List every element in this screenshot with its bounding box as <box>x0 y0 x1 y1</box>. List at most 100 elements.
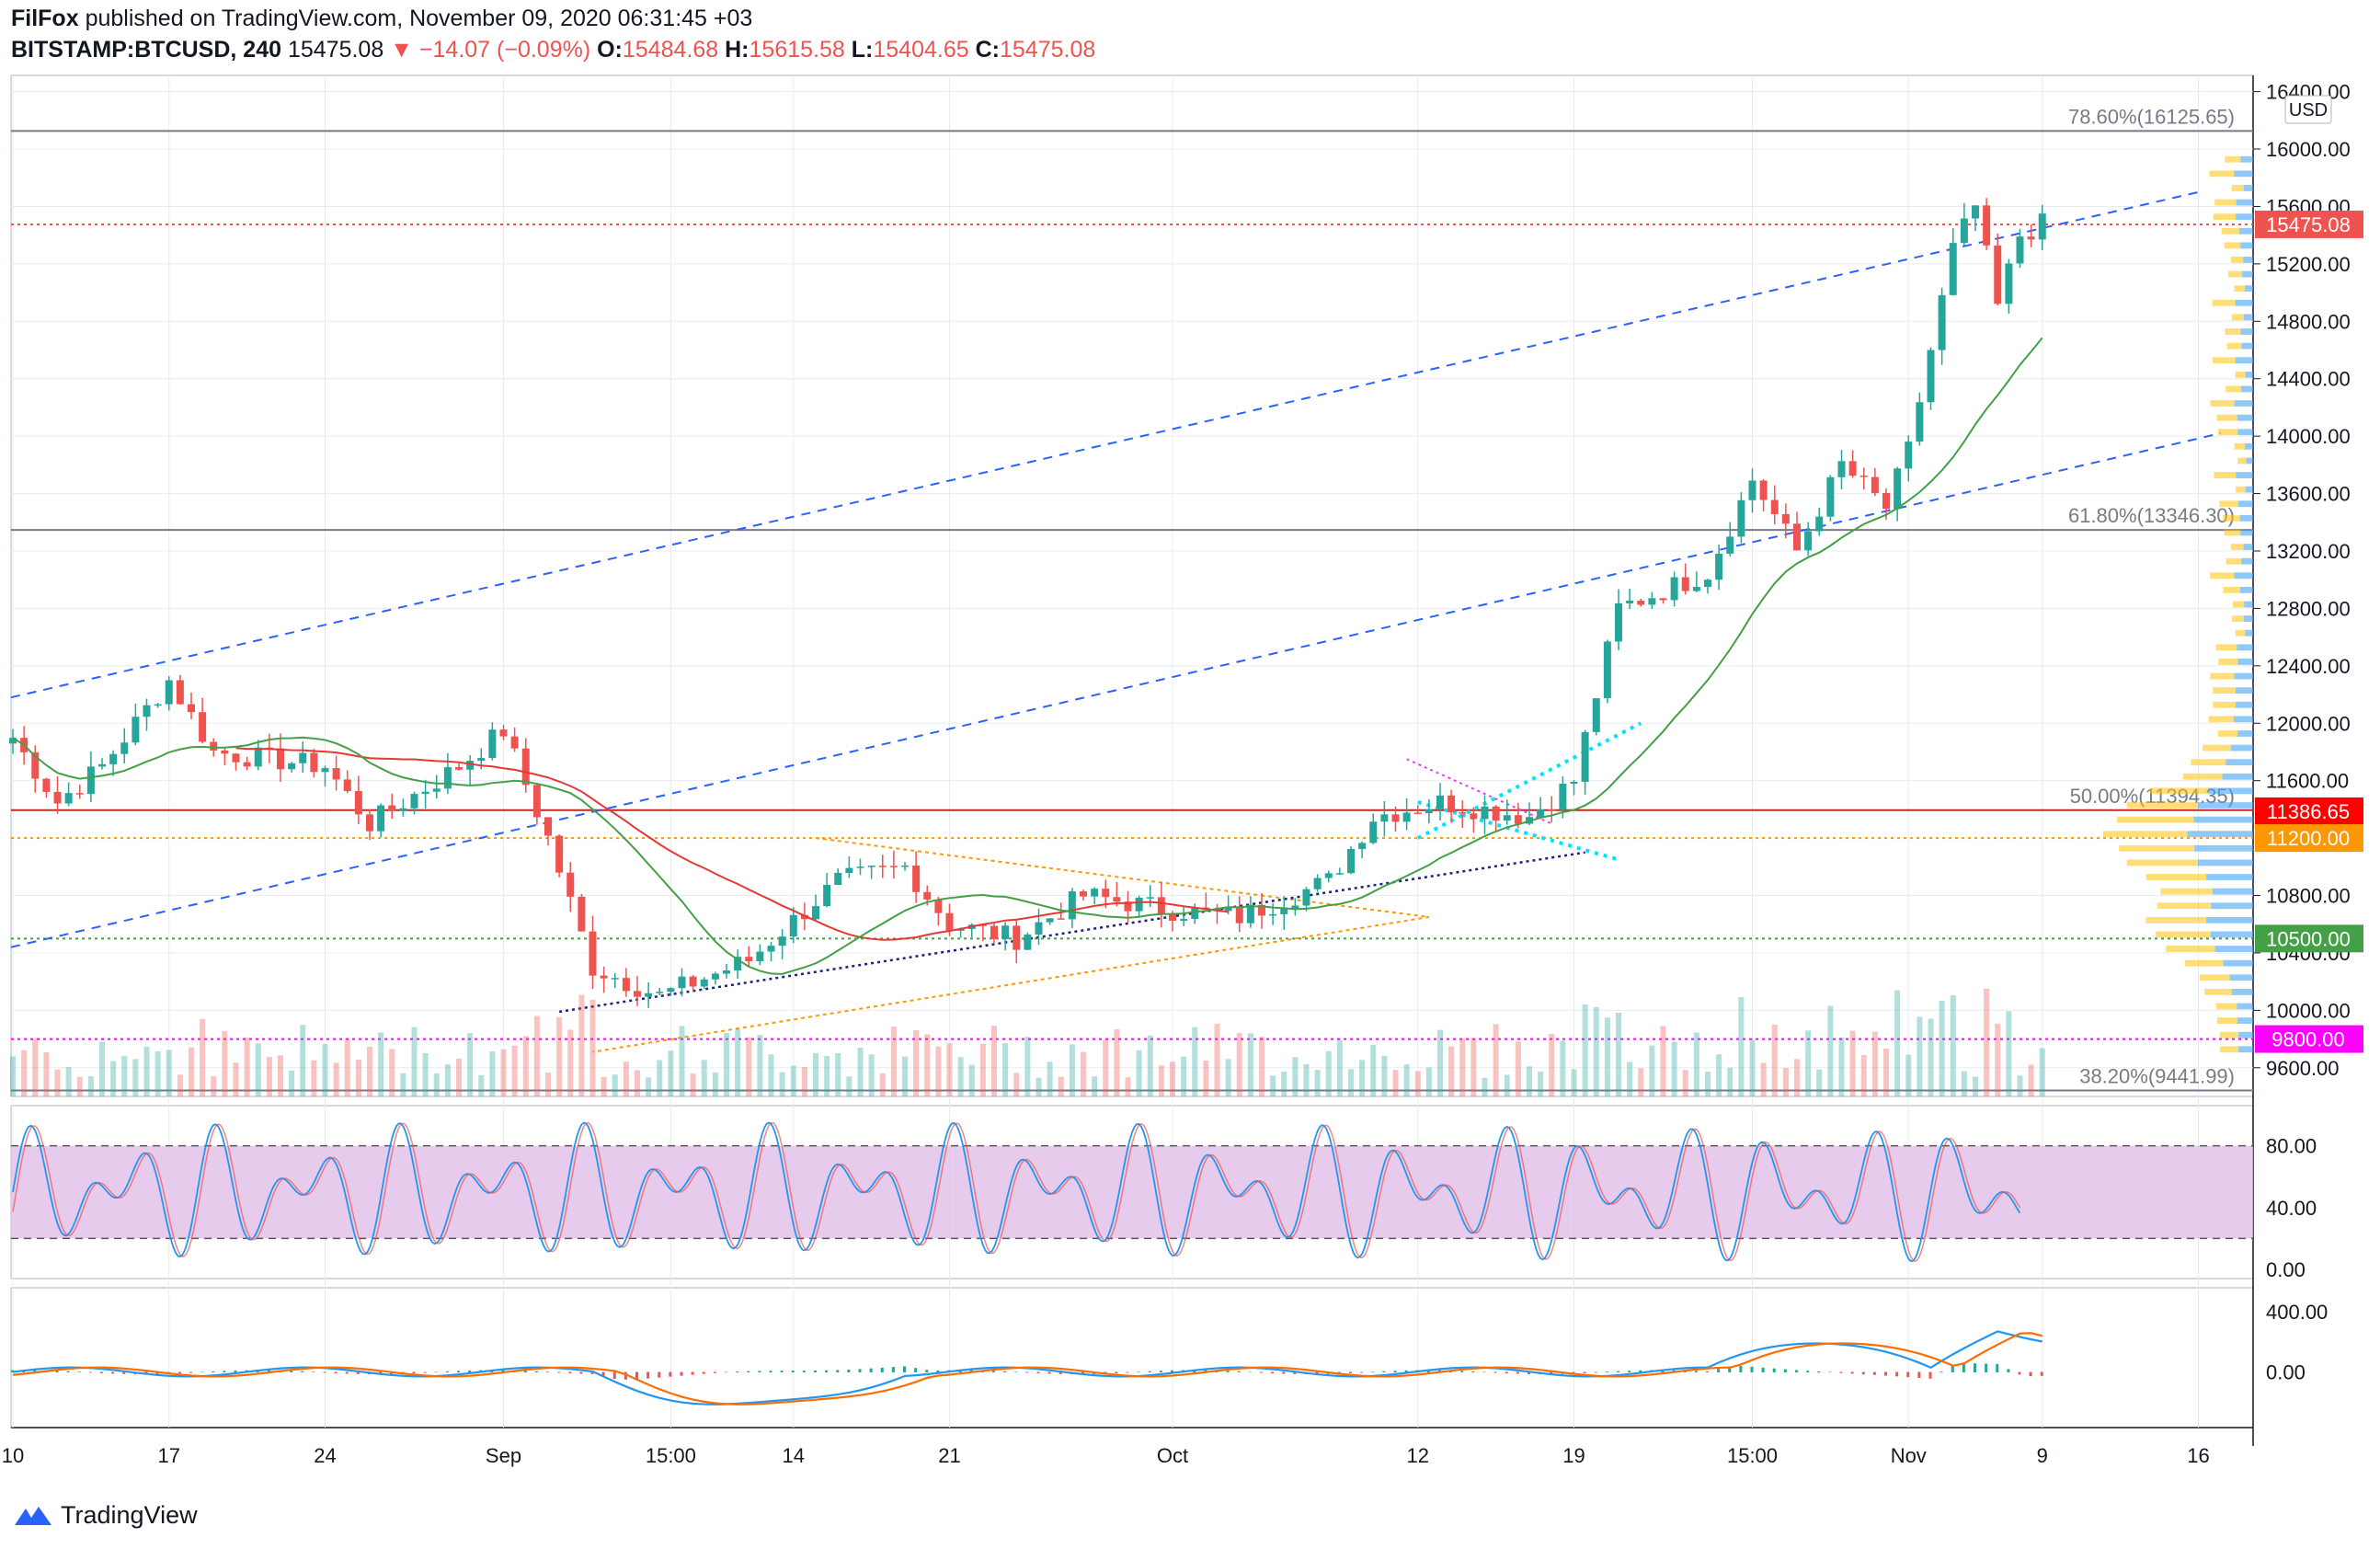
candle-body[interactable] <box>789 914 797 937</box>
channel-lower-line[interactable] <box>10 432 2221 948</box>
stochastic-d-line[interactable] <box>12 1121 2021 1263</box>
candle-body[interactable] <box>1994 245 2002 304</box>
moving-average-red[interactable] <box>235 747 1229 941</box>
candle-body[interactable] <box>343 779 351 791</box>
candle-body[interactable] <box>432 788 441 792</box>
candle-body[interactable] <box>990 925 998 939</box>
candle-body[interactable] <box>600 975 608 979</box>
candle-body[interactable] <box>1091 889 1099 897</box>
flag-lower-line[interactable] <box>1417 800 1619 862</box>
price-label-box[interactable] <box>2255 824 2363 853</box>
candle-body[interactable] <box>1748 480 1756 500</box>
candle-body[interactable] <box>132 717 140 743</box>
candle-body[interactable] <box>75 793 84 795</box>
candle-body[interactable] <box>1781 513 1790 524</box>
candle-body[interactable] <box>521 748 530 786</box>
candle-body[interactable] <box>1548 809 1556 811</box>
candle-body[interactable] <box>1302 889 1310 906</box>
candle-body[interactable] <box>1436 795 1444 809</box>
candle-body[interactable] <box>856 866 864 868</box>
candle-body[interactable] <box>199 712 207 742</box>
candle-body[interactable] <box>1848 461 1857 476</box>
candle-body[interactable] <box>745 957 753 961</box>
candle-body[interactable] <box>1570 781 1578 785</box>
candle-body[interactable] <box>109 753 118 764</box>
candle-body[interactable] <box>321 768 329 773</box>
candle-body[interactable] <box>176 680 184 705</box>
tradingview-logo[interactable]: TradingView <box>13 1501 198 1530</box>
candle-body[interactable] <box>778 936 786 947</box>
candle-body[interactable] <box>354 790 362 815</box>
candle-body[interactable] <box>1770 499 1779 514</box>
candle-body[interactable] <box>1001 925 1010 939</box>
candle-body[interactable] <box>488 729 497 759</box>
candle-body[interactable] <box>1927 350 1935 403</box>
candle-body[interactable] <box>1615 602 1622 642</box>
candle-body[interactable] <box>1291 905 1299 909</box>
candle-body[interactable] <box>532 785 541 818</box>
price-pane[interactable] <box>10 75 2254 1097</box>
candle-body[interactable] <box>867 866 875 867</box>
candle-body[interactable] <box>1759 480 1768 500</box>
candle-body[interactable] <box>845 867 853 873</box>
candle-body[interactable] <box>64 793 73 804</box>
candle-body[interactable] <box>1470 813 1478 820</box>
candle-body[interactable] <box>221 750 229 754</box>
channel-upper-line[interactable] <box>10 190 2199 699</box>
candle-body[interactable] <box>611 978 619 980</box>
candle-body[interactable] <box>410 794 418 809</box>
candle-body[interactable] <box>154 704 162 706</box>
candle-body[interactable] <box>2005 263 2013 304</box>
candle-body[interactable] <box>1715 553 1723 580</box>
candle-body[interactable] <box>1815 516 1824 532</box>
candle-body[interactable] <box>1882 493 1890 510</box>
candle-body[interactable] <box>188 704 195 713</box>
candle-body[interactable] <box>310 752 318 773</box>
candle-body[interactable] <box>1135 897 1143 912</box>
candle-body[interactable] <box>1960 218 1968 244</box>
candle-body[interactable] <box>1704 579 1711 588</box>
candle-body[interactable] <box>1670 577 1678 601</box>
candle-body[interactable] <box>277 748 284 770</box>
candle-body[interactable] <box>1013 925 1021 950</box>
candle-body[interactable] <box>477 758 486 762</box>
candle-body[interactable] <box>622 978 630 992</box>
candle-body[interactable] <box>143 705 151 717</box>
candle-body[interactable] <box>1391 814 1400 822</box>
candle-body[interactable] <box>1369 821 1378 843</box>
candle-body[interactable] <box>555 835 564 873</box>
candle-body[interactable] <box>934 899 943 913</box>
candle-body[interactable] <box>1637 601 1645 605</box>
candle-body[interactable] <box>1169 913 1176 922</box>
candle-body[interactable] <box>388 805 396 811</box>
candle-body[interactable] <box>1983 205 1991 246</box>
candle-body[interactable] <box>912 865 921 892</box>
candle-body[interactable] <box>1313 878 1322 889</box>
candle-body[interactable] <box>1938 294 1946 350</box>
candle-body[interactable] <box>544 817 552 836</box>
candle-body[interactable] <box>578 896 586 932</box>
candle-body[interactable] <box>1146 897 1154 899</box>
candle-body[interactable] <box>723 970 730 974</box>
candle-body[interactable] <box>1793 523 1801 551</box>
support-trendline[interactable] <box>558 851 1585 1014</box>
candle-body[interactable] <box>1157 897 1165 914</box>
candle-body[interactable] <box>1804 531 1813 551</box>
candle-body[interactable] <box>1537 809 1545 818</box>
candle-body[interactable] <box>1068 891 1076 920</box>
candle-body[interactable] <box>2027 236 2035 240</box>
candle-body[interactable] <box>1859 476 1868 477</box>
macd-signal-line[interactable] <box>12 1332 2043 1406</box>
candle-body[interactable] <box>1514 815 1522 824</box>
candle-body[interactable] <box>878 866 887 867</box>
candle-body[interactable] <box>1826 476 1835 517</box>
candle-body[interactable] <box>1191 907 1199 920</box>
candle-body[interactable] <box>9 738 17 744</box>
candle-body[interactable] <box>901 865 909 867</box>
candle-body[interactable] <box>700 979 708 987</box>
candle-body[interactable] <box>1481 806 1489 820</box>
candle-body[interactable] <box>734 957 742 971</box>
candle-body[interactable] <box>1648 598 1656 605</box>
candle-body[interactable] <box>1235 907 1243 924</box>
candle-body[interactable] <box>2038 213 2046 240</box>
